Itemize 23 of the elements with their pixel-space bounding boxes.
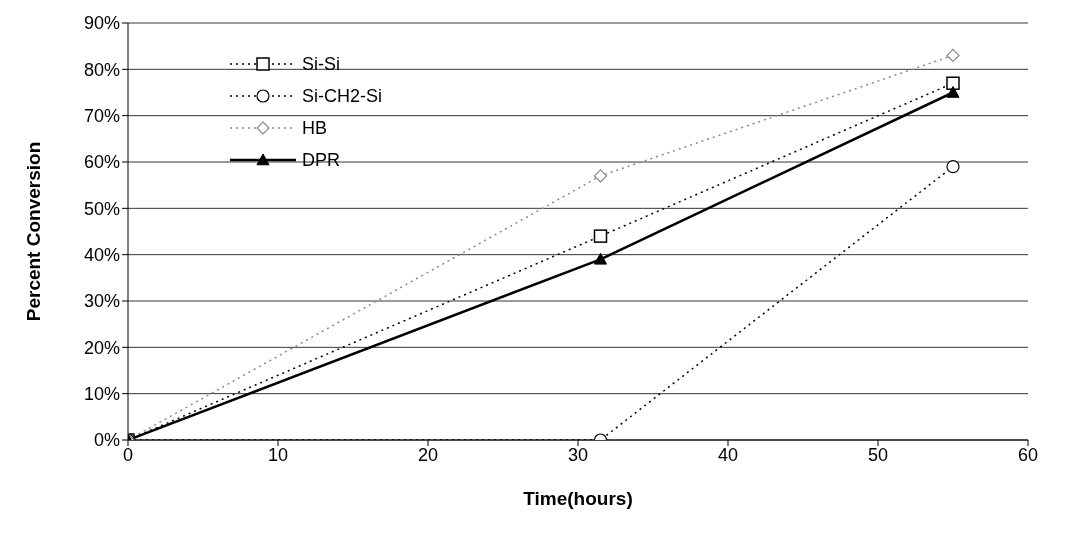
x-tick-label: 0 xyxy=(122,444,134,465)
y-tick-label: 10% xyxy=(83,384,120,405)
y-axis-title: Percent Conversion xyxy=(22,141,44,322)
x-axis-title: Time(hours) xyxy=(523,488,633,509)
y-tick-label: 90% xyxy=(83,13,120,34)
x-tick-label: 60 xyxy=(1017,444,1039,465)
y-tick-label: 0% xyxy=(93,430,120,451)
legend-label: DPR xyxy=(302,149,341,172)
x-tick-label: 50 xyxy=(867,444,889,465)
x-tick-label: 20 xyxy=(417,444,439,465)
legend-label: Si-Si xyxy=(302,53,341,76)
x-tick-label: 40 xyxy=(717,444,739,465)
y-tick-label: 70% xyxy=(83,106,120,127)
legend-label: HB xyxy=(302,117,328,140)
y-tick-label: 30% xyxy=(83,291,120,312)
x-tick-label: 30 xyxy=(567,444,589,465)
y-tick-label: 60% xyxy=(83,152,120,173)
x-tick-label: 10 xyxy=(267,444,289,465)
y-tick-label: 40% xyxy=(83,245,120,266)
legend-label: Si-CH2-Si xyxy=(302,85,383,108)
y-tick-label: 80% xyxy=(83,59,120,80)
y-tick-label: 50% xyxy=(83,198,120,219)
y-tick-label: 20% xyxy=(83,337,120,358)
